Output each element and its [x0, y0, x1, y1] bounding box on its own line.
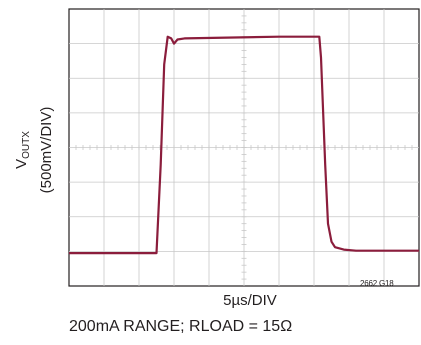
test-condition: 200mA RANGE; RLOAD = 15Ω — [69, 318, 293, 335]
y-axis-scale: (500mV/DIV) — [38, 106, 55, 194]
y-axis-symbol: V — [13, 158, 30, 169]
x-axis-label: 5µs/DIV — [223, 292, 277, 309]
y-axis-label: VOUTX (500mV/DIV) — [12, 75, 56, 225]
center-axes-ticks — [75, 15, 413, 280]
vout-trace — [69, 35, 419, 255]
figure-id: 2662 G18 — [360, 279, 394, 288]
y-axis-subscript: OUTX — [21, 131, 32, 159]
